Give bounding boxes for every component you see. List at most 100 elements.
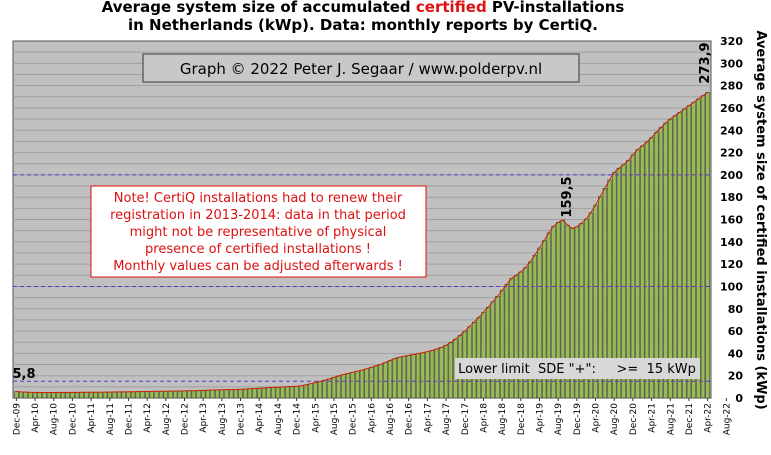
- y-tick-label: 260: [720, 102, 743, 115]
- x-tick-label: Aug-16: [386, 403, 396, 436]
- bar: [261, 387, 267, 399]
- annotation-first: 5,8: [12, 367, 35, 382]
- y-axis-ticks: 0 20 40 60 80 100 120 140 160 180 200 220 240 260 280 3…: [720, 35, 743, 405]
- bar: [509, 278, 514, 399]
- x-tick-label: Aug-11: [106, 403, 116, 435]
- bar: [79, 392, 84, 399]
- bar: [196, 390, 201, 399]
- bar: [518, 271, 523, 399]
- bar: [705, 92, 710, 399]
- x-tick-label: Aug-14: [274, 403, 284, 436]
- x-tick-label: Aug-20: [610, 403, 620, 436]
- note-box-bg: [90, 185, 427, 278]
- copyright-text: Graph © 2022 Peter J. Segaar / www.polde…: [180, 60, 542, 78]
- x-tick-label: Dec-19: [573, 403, 583, 435]
- x-tick-label: Apr-12: [143, 403, 153, 433]
- x-tick-label: Dec-18: [517, 403, 527, 435]
- bar: [205, 389, 211, 399]
- bar: [84, 392, 89, 399]
- bar: [215, 389, 220, 399]
- bar: [434, 348, 439, 399]
- bar: [350, 372, 355, 399]
- bar: [56, 392, 61, 399]
- chart-subtitle: in Netherlands (kWp). Data: monthly repo…: [128, 16, 598, 34]
- x-tick-label: Aug-18: [498, 403, 508, 436]
- bar: [140, 391, 145, 399]
- trend-line: [16, 91, 708, 393]
- x-tick-label: Apr-22: [704, 403, 714, 433]
- bar: [317, 381, 323, 399]
- bar: [271, 387, 276, 399]
- bar: [481, 312, 486, 399]
- x-tick-label: Aug-22: [722, 403, 732, 435]
- bar: [65, 392, 70, 399]
- x-tick-label: Dec-13: [237, 403, 247, 435]
- bar: [266, 387, 271, 399]
- bar: [285, 386, 290, 399]
- bar: [308, 383, 313, 399]
- x-tick-label: Aug-15: [330, 403, 340, 435]
- y-tick-label: 120: [720, 258, 743, 271]
- y-tick-label: 200: [720, 169, 743, 182]
- bar: [172, 390, 178, 399]
- x-tick-label: Dec-20: [629, 403, 639, 435]
- bar: [233, 389, 239, 399]
- note-line-3: might not be representative of physical: [130, 225, 387, 240]
- bar: [401, 356, 407, 399]
- bar: [341, 374, 346, 399]
- x-axis-ticks: Dec-09 Apr-10 Aug-10 Dec-10 Apr-11 Aug-11 Dec-…: [12, 398, 732, 435]
- bar: [696, 98, 701, 399]
- y-tick-label: 300: [720, 57, 743, 70]
- bar: [107, 391, 112, 399]
- x-tick-label: Apr-10: [31, 403, 41, 433]
- y-tick-label: 40: [728, 347, 744, 360]
- bar: [102, 391, 108, 399]
- annotation-last: 273,9: [698, 42, 713, 83]
- x-tick-label: Aug-10: [50, 403, 60, 436]
- bar: [682, 108, 687, 399]
- bar: [116, 391, 122, 399]
- bar: [14, 391, 19, 399]
- x-tick-label: Aug-19: [554, 403, 564, 436]
- bar: [499, 290, 505, 399]
- bar: [210, 389, 215, 399]
- y-tick-label: 0: [735, 392, 743, 405]
- bar: [364, 368, 369, 399]
- note-line-1: Note! CertiQ installations had to renew …: [114, 191, 403, 206]
- bar: [247, 388, 253, 399]
- bar: [411, 354, 416, 399]
- bar: [182, 390, 187, 399]
- x-tick-label: Apr-19: [536, 403, 546, 433]
- bar: [280, 386, 285, 399]
- bar: [154, 391, 159, 399]
- bar: [485, 306, 491, 399]
- y-tick-label: 220: [720, 147, 743, 160]
- bar: [420, 352, 425, 399]
- bar: [369, 367, 374, 399]
- copyright-box-bg: [142, 53, 580, 83]
- x-tick-label: Dec-16: [405, 403, 415, 435]
- x-tick-label: Dec-15: [349, 403, 359, 435]
- x-tick-label: Aug-21: [666, 403, 676, 435]
- bar: [313, 382, 318, 399]
- y-tick-label: 160: [720, 214, 743, 227]
- note-line-2: registration in 2013-2014: data in that …: [110, 208, 406, 223]
- note-line-5: Monthly values can be adjusted afterward…: [113, 259, 403, 274]
- bar: [163, 390, 168, 399]
- bar: [513, 275, 519, 399]
- bar: [219, 389, 225, 399]
- note-line-4: presence of certified installations !: [145, 242, 371, 257]
- annotation-peak: 159,5: [560, 176, 575, 217]
- bar: [18, 391, 24, 399]
- bar: [359, 369, 365, 399]
- x-tick-label: Apr-16: [367, 403, 377, 433]
- bar: [429, 350, 435, 399]
- bar: [70, 392, 75, 399]
- bar: [663, 122, 668, 399]
- bar: [275, 386, 281, 399]
- bar: [495, 296, 500, 399]
- y-tick-label: 280: [720, 80, 743, 93]
- bar: [658, 127, 664, 399]
- bar: [322, 379, 327, 399]
